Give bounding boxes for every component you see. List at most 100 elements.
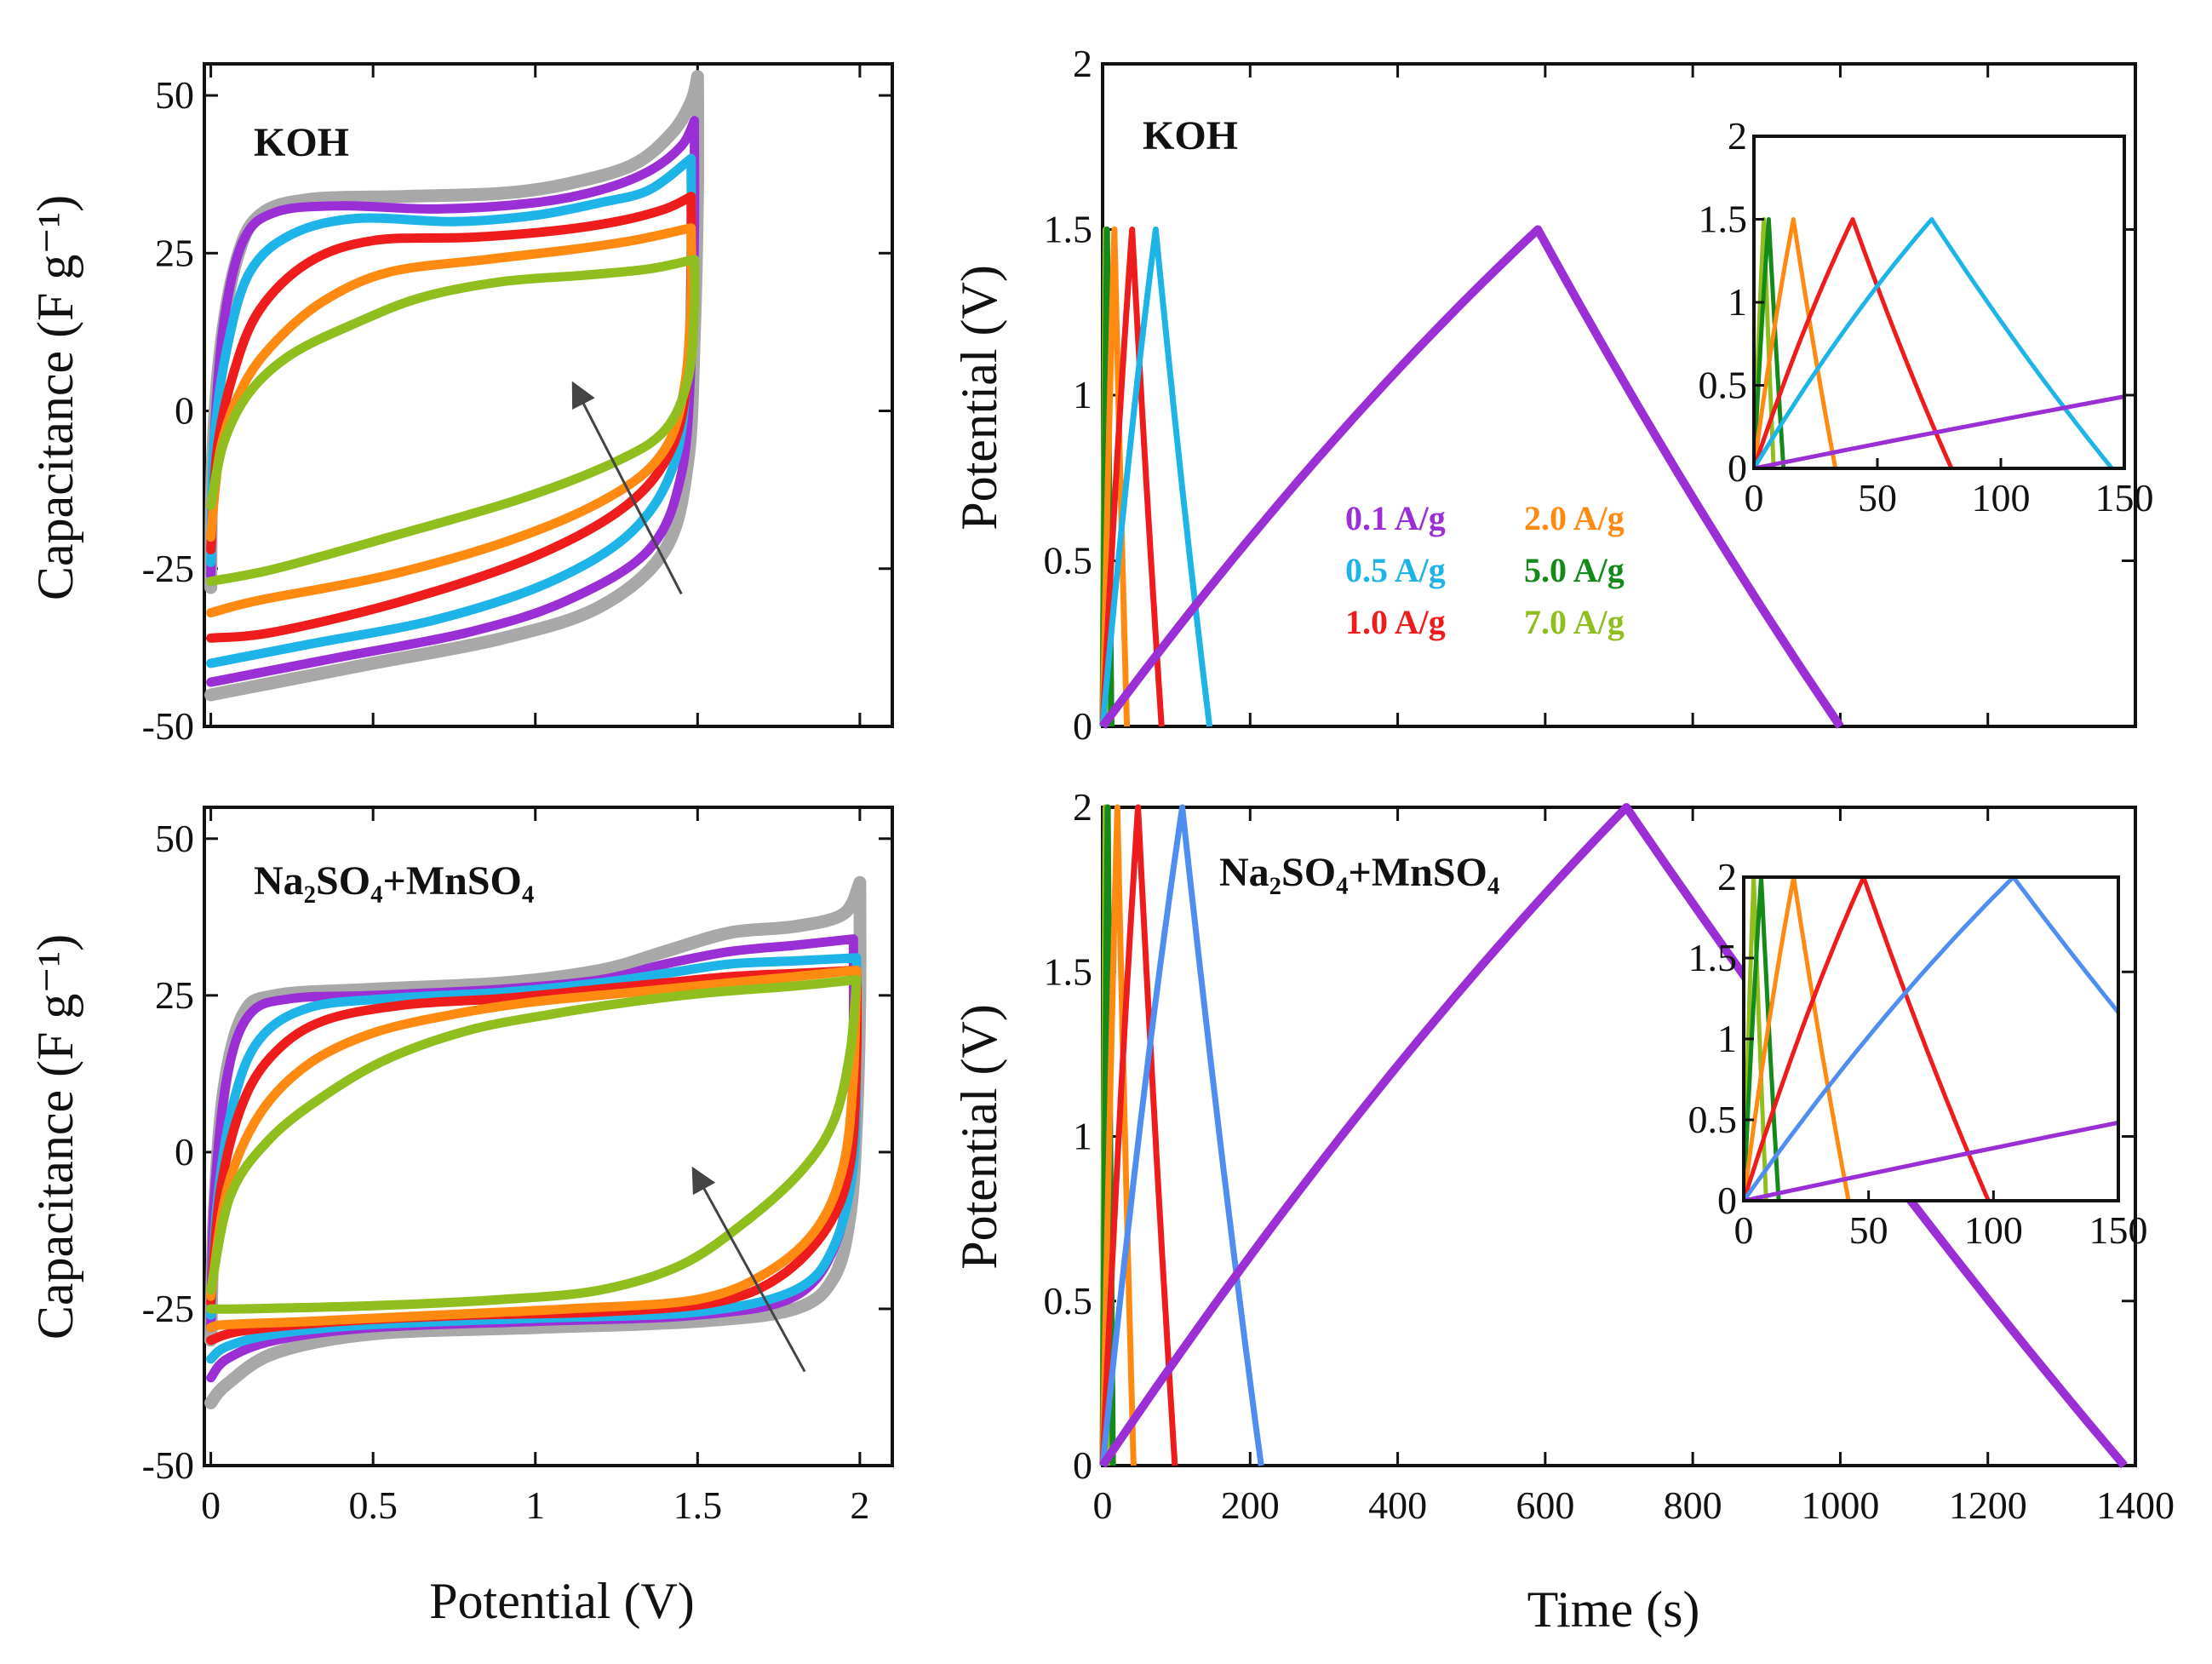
ytick-label-cv_na-1: 25 — [155, 973, 194, 1017]
gcd-curve-gcd_na-2.0Ag — [1099, 804, 1137, 1466]
ytick-label-cv_koh-2: 0 — [175, 389, 194, 433]
cv-curve-cv_na-cyan — [206, 953, 862, 1364]
inset-curve-gcd_koh-1.0Ag — [1754, 217, 1954, 468]
gcd-na-plot: 00.511.520 200 400 600 800 1000 1200 140000.511… — [1044, 785, 2175, 1527]
xtick-label-gcd_na-4: 800 — [1664, 1483, 1722, 1527]
panel-title-cv-na: Na₂SO₄+MnSO₄ — [254, 858, 534, 904]
ytick-label-cv_koh-1: 25 — [155, 231, 194, 274]
inset-plot-gcd_na — [1744, 877, 2118, 1201]
gcd-curve-gcd_na-1.0Ag — [1099, 804, 1178, 1466]
inset-curve-gcd_koh-0.5Ag — [1754, 217, 2114, 468]
inset-ytick-label-gcd_na-4: 2 — [1717, 855, 1737, 898]
inset-curve-gcd_na-0.1Ag — [1744, 1120, 2118, 1201]
ylabel-cv-na: Capacitance (F g⁻¹) — [27, 934, 83, 1340]
legend-item-7.0: 7.0 A/g — [1524, 603, 1625, 641]
ytick-label-gcd_koh-0: 0 — [1073, 704, 1092, 748]
ytick-label-gcd_na-2: 1 — [1073, 1115, 1092, 1158]
panel-frame-cv-koh — [203, 62, 894, 728]
ytick-label-cv_koh-4: -50 — [142, 704, 194, 748]
legend-item-0.1: 0.1 A/g — [1345, 499, 1446, 537]
legend-item-1.0: 1.0 A/g — [1345, 603, 1446, 641]
inset-curve-gcd_na-7.0Ag — [1744, 877, 1768, 1201]
inset-xtick-label-gcd_na-2: 100 — [1964, 1208, 2023, 1252]
xtick-label-gcd_na-7: 1400 — [2096, 1483, 2175, 1527]
inset-ytick-label-gcd_na-1: 0.5 — [1688, 1098, 1738, 1141]
ylabel-gcd-na: Potential (V) — [951, 1004, 1007, 1270]
panel-title-gcd-koh: KOH — [1143, 113, 1238, 158]
xtick-label-gcd_na-2: 400 — [1368, 1483, 1427, 1527]
inset-curve-gcd_koh-5.0Ag — [1754, 217, 1786, 468]
legend: 0.1 A/g 2.0 A/g 0.5 A/g 5.0 A/g 1.0 A/g … — [1345, 499, 1625, 641]
inset-xtick-label-gcd_koh-1: 50 — [1858, 476, 1897, 519]
inset-plot-gcd_koh — [1754, 217, 2124, 468]
inset-curve-gcd_koh-0.1Ag — [1754, 394, 2124, 468]
cv-curve-cv_koh-purple — [206, 116, 700, 687]
ylabel-cv-koh: Capacitance (F g⁻¹) — [27, 195, 83, 600]
inset-ytick-label-gcd_na-3: 1.5 — [1688, 936, 1738, 979]
inset-xtick-label-gcd_koh-3: 150 — [2095, 476, 2154, 519]
xtick-label-cv_na-3: 1.5 — [673, 1483, 723, 1527]
inset-ytick-label-gcd_koh-2: 1 — [1728, 280, 1747, 324]
gcd-curve-gcd_koh-1.0Ag — [1099, 227, 1165, 727]
xlabel-gcd: Time (s) — [1527, 1581, 1700, 1638]
trend-arrow-cv_koh — [571, 381, 683, 595]
xtick-label-cv_na-1: 0.5 — [348, 1483, 398, 1527]
inset-curve-gcd_na-0.5Ag — [1744, 877, 2118, 1201]
cv-curve-cv_koh-red — [206, 192, 696, 643]
inset-ytick-label-gcd_koh-3: 1.5 — [1699, 198, 1748, 241]
gcd-curve-gcd_koh-0.1Ag — [1098, 225, 1844, 729]
inset-curve-gcd_na-2.0Ag — [1744, 877, 1851, 1201]
cv-curve-cv_na-red — [206, 965, 862, 1346]
inset-curve-gcd_koh-2.0Ag — [1754, 217, 1838, 468]
inset-ytick-label-gcd_na-0: 0 — [1717, 1179, 1737, 1222]
inset-curve-gcd_na-1.0Ag — [1744, 877, 1991, 1201]
xtick-label-cv_na-2: 1 — [525, 1483, 545, 1527]
cv-curve-cv_koh-lgreen — [206, 255, 700, 587]
inset-xtick-label-gcd_koh-2: 100 — [1972, 476, 2031, 519]
inset-ytick-label-gcd_koh-1: 0.5 — [1699, 364, 1748, 407]
xtick-label-gcd_na-0: 0 — [1093, 1483, 1113, 1527]
inset-ytick-label-gcd_koh-4: 2 — [1728, 114, 1747, 158]
ytick-label-gcd_na-4: 2 — [1073, 785, 1092, 829]
cv-koh-plot: 50 25 0 -25 -50 — [142, 64, 892, 748]
ytick-label-cv_koh-3: -25 — [142, 547, 194, 590]
gcd-curve-gcd_koh-0.5Ag — [1099, 227, 1213, 727]
cv-curve-cv_koh-grey — [204, 70, 705, 702]
inset-xtick-label-gcd_na-0: 0 — [1734, 1208, 1754, 1252]
inset-curve-gcd_na-5.0Ag — [1744, 877, 1781, 1201]
inset-ytick-label-gcd_koh-0: 0 — [1728, 446, 1747, 490]
panel-title-gcd-na: Na₂SO₄+MnSO₄ — [1219, 850, 1499, 895]
legend-item-5.0: 5.0 A/g — [1524, 551, 1625, 589]
inset-xtick-label-gcd_na-1: 50 — [1849, 1208, 1888, 1252]
xtick-label-gcd_na-5: 1000 — [1801, 1483, 1879, 1527]
ytick-label-gcd_koh-2: 1 — [1073, 373, 1092, 416]
cv-curve-cv_koh-orange — [206, 223, 696, 618]
ytick-label-cv_koh-0: 50 — [155, 73, 194, 117]
ytick-label-cv_na-2: 0 — [175, 1130, 194, 1173]
ytick-label-gcd_na-3: 1.5 — [1044, 950, 1093, 993]
legend-item-2.0: 2.0 A/g — [1524, 499, 1625, 537]
inset-xtick-label-gcd_na-3: 150 — [2089, 1208, 2148, 1252]
cv-curve-cv_na-lgreen — [206, 975, 862, 1314]
ytick-label-gcd_na-1: 0.5 — [1044, 1279, 1093, 1323]
gcd-curve-gcd_na-0.5Ag — [1099, 804, 1264, 1466]
ytick-label-gcd_na-0: 0 — [1073, 1443, 1092, 1487]
xtick-label-cv_na-4: 2 — [850, 1483, 869, 1527]
legend-item-0.5: 0.5 A/g — [1345, 551, 1446, 589]
ytick-label-cv_na-3: -25 — [142, 1287, 194, 1330]
panel-frame-cv-na — [203, 806, 894, 1467]
xtick-label-gcd_na-6: 1200 — [1949, 1483, 2027, 1527]
xlabel-cv: Potential (V) — [429, 1573, 695, 1629]
gcd-koh-plot: 0 0.5 1 1.5 2 0 0.5 1 1.5 2 0 50 100 150 — [1044, 42, 2154, 748]
xtick-label-gcd_na-1: 200 — [1221, 1483, 1280, 1527]
ytick-label-gcd_koh-3: 1.5 — [1044, 208, 1093, 251]
gcd-curve-gcd_koh-2.0Ag — [1099, 227, 1131, 727]
inset-xtick-label-gcd_koh-0: 0 — [1745, 476, 1764, 519]
ytick-label-cv_na-4: -50 — [142, 1443, 194, 1487]
ylabel-gcd-koh: Potential (V) — [951, 265, 1007, 531]
trend-arrow-cv_na — [691, 1166, 806, 1373]
cv-curve-cv_koh-cyan — [206, 153, 696, 668]
gcd-curve-gcd_na-0.1Ag — [1098, 803, 2128, 1469]
